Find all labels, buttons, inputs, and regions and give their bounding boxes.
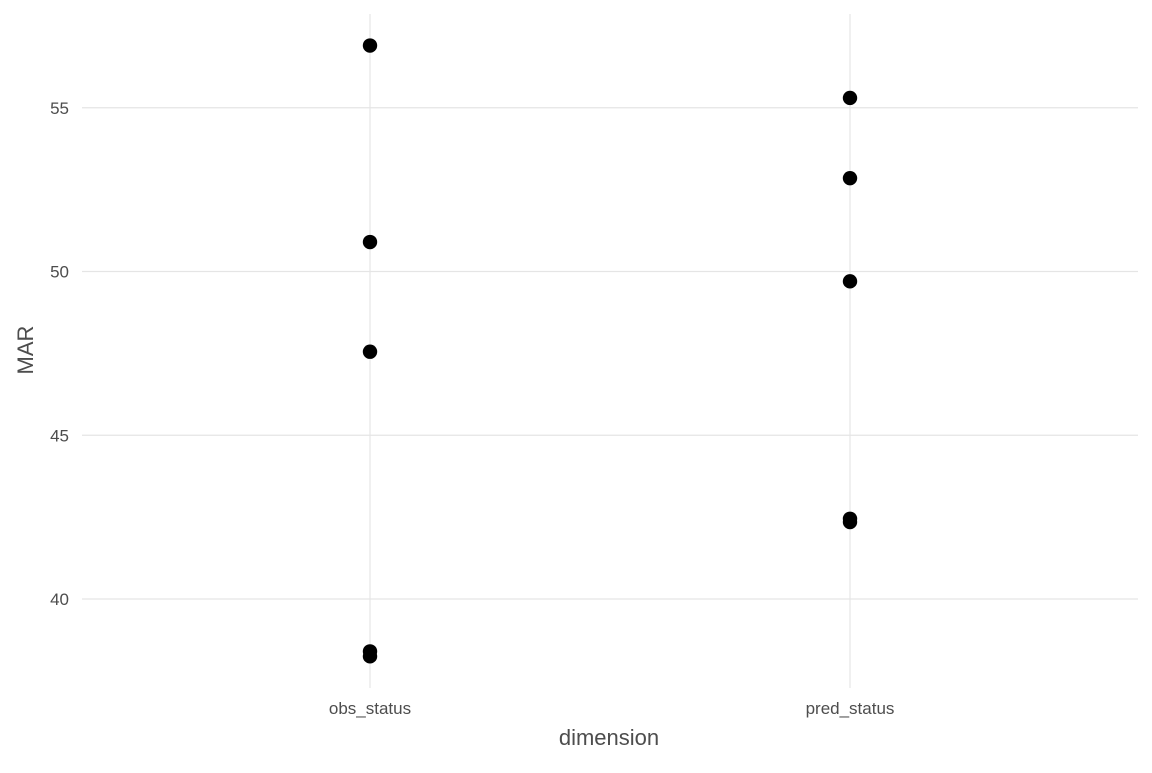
data-point xyxy=(362,234,378,250)
data-point xyxy=(362,38,378,53)
data-point xyxy=(842,170,858,186)
x-axis-title: dimension xyxy=(559,725,659,750)
x-tick-label: obs_status xyxy=(329,699,411,718)
x-tick-label: pred_status xyxy=(806,699,895,718)
x-axis-ticks: obs_status pred_status xyxy=(329,699,895,718)
data-points xyxy=(362,38,858,664)
data-point xyxy=(842,514,858,530)
data-point xyxy=(842,274,858,289)
y-axis-ticks: 40 45 50 55 xyxy=(50,99,69,609)
y-tick-label: 50 xyxy=(50,263,69,282)
data-point xyxy=(362,344,378,359)
y-axis-title: MAR xyxy=(13,326,38,375)
y-tick-label: 45 xyxy=(50,426,69,445)
data-point xyxy=(362,649,378,664)
y-tick-label: 40 xyxy=(50,590,69,609)
y-tick-label: 55 xyxy=(50,99,69,118)
data-point xyxy=(842,90,858,106)
